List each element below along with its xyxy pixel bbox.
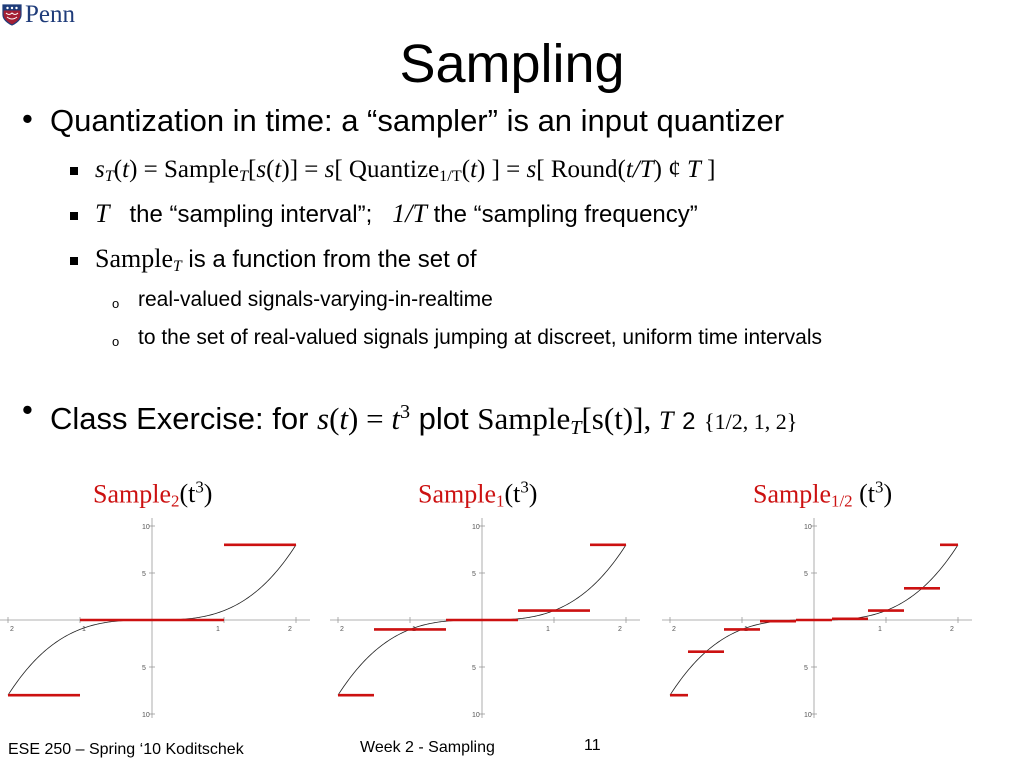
y-tick-label: 5	[142, 571, 146, 578]
page-number: 11	[584, 737, 601, 754]
chart-title-sample-1: Sample1(t3)	[418, 478, 538, 511]
x-tick-label: 2	[10, 626, 14, 633]
x-tick-label: 1	[878, 626, 882, 633]
sub-bullet-realtime: real-valued signals-varying-in-realtime	[138, 288, 493, 311]
penn-shield-icon	[2, 4, 22, 26]
x-tick-label: 2	[288, 626, 292, 633]
bullet-dot: •	[22, 392, 33, 427]
x-tick-label: 2	[340, 626, 344, 633]
y-tick-label: 5	[804, 571, 808, 578]
sub-bullet-square	[70, 212, 78, 220]
footer-week: Week 2 - Sampling	[360, 739, 495, 756]
y-tick-label: 5	[472, 571, 476, 578]
x-tick-label: 2	[672, 626, 676, 633]
sample-function-line: SampleT is a function from the set of	[95, 244, 477, 275]
logo-text: Penn	[25, 1, 75, 28]
x-tick-label: 2	[618, 626, 622, 633]
bullet-dot: •	[22, 101, 33, 136]
sub-bullet-discreet: to the set of real-valued signals jumpin…	[138, 326, 822, 349]
bullet-class-exercise: Class Exercise: for s(t) = t3 plot Sampl…	[50, 401, 798, 440]
x-tick-label: 1	[216, 626, 220, 633]
chart-title-sample-2: Sample2(t3)	[93, 478, 213, 511]
y-tick-label: 10	[142, 524, 150, 531]
footer-course: ESE 250 – Spring ‘10 Koditschek	[8, 741, 244, 758]
y-tick-label: 5	[142, 665, 146, 672]
y-tick-label: 5	[472, 665, 476, 672]
penn-logo: Penn	[2, 2, 75, 28]
x-tick-label: 1	[82, 626, 86, 633]
y-tick-label: 10	[142, 712, 150, 718]
y-tick-label: 5	[804, 665, 808, 672]
sampler-equation: sT(t) = SampleT[s(t)] = s[ Quantize1/T(t…	[95, 156, 716, 186]
sampling-interval-line: T the “sampling interval”; 1/T the “samp…	[95, 199, 698, 229]
bullet-quantization: Quantization in time: a “sampler” is an …	[50, 103, 785, 138]
y-tick-label: 10	[804, 712, 812, 718]
y-tick-label: 10	[472, 712, 480, 718]
sub-bullet-square	[70, 167, 78, 175]
sub-sub-bullet-circle: o	[112, 296, 120, 311]
sub-bullet-square	[70, 257, 78, 265]
y-tick-label: 10	[804, 524, 812, 531]
x-tick-label: 2	[950, 626, 954, 633]
chart-sample-2: 2 1 1 2 10 5 5 10	[0, 518, 310, 718]
y-tick-label: 10	[472, 524, 480, 531]
sub-sub-bullet-circle: o	[112, 334, 120, 349]
chart-title-sample-half: Sample1/2 (t3)	[753, 478, 893, 511]
slide-title: Sampling	[399, 34, 625, 94]
x-tick-label: 1	[546, 626, 550, 633]
